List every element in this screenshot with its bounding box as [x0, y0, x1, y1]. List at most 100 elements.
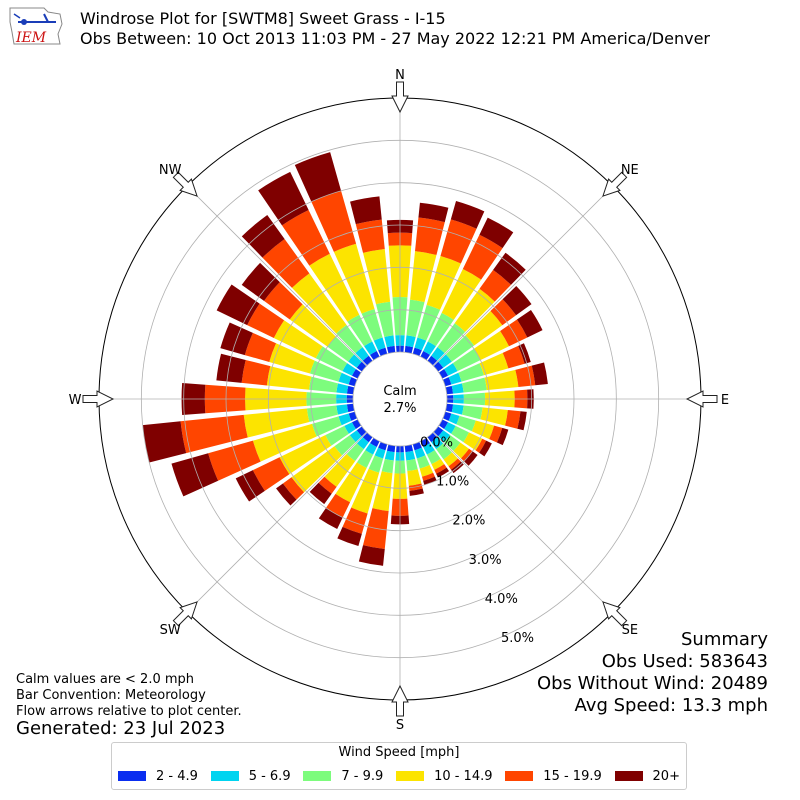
legend-label: 7 - 9.9 — [341, 768, 384, 784]
wind-bar-segment — [180, 414, 248, 454]
wind-bar-segment — [252, 457, 290, 491]
wind-bar-segment — [378, 441, 388, 451]
legend-swatch — [396, 771, 425, 781]
wind-bar-segment — [479, 217, 514, 249]
wind-bar-segment — [423, 341, 436, 355]
wind-bar-segment — [405, 450, 416, 461]
wind-bar-segment — [384, 335, 395, 348]
wind-bar-segment — [358, 545, 385, 566]
wind-bar-segment — [235, 470, 265, 502]
wind-bar-segment — [266, 366, 312, 390]
radial-tick-label: 0.0% — [420, 435, 453, 450]
wind-bar-segment — [473, 330, 510, 361]
wind-bar-segment — [484, 369, 519, 391]
wind-bar-segment — [423, 476, 437, 485]
wind-bar-segment — [442, 411, 452, 421]
wind-bar-segment — [412, 347, 422, 357]
wind-bar-segment — [252, 423, 317, 462]
wind-bar-segment — [431, 458, 445, 470]
radial-tick-label: 3.0% — [469, 553, 502, 568]
wind-bar-segment — [336, 383, 349, 394]
direction-label: SW — [160, 623, 181, 638]
wind-bar-segment — [479, 269, 511, 302]
wind-bar-segment — [378, 347, 388, 357]
wind-bar-segment — [502, 285, 532, 316]
summary-title: Summary — [681, 629, 768, 650]
wind-bar-segment — [406, 299, 425, 338]
wind-bar-segment — [372, 471, 393, 512]
wind-bar-segment — [362, 432, 373, 443]
wind-bar-segment — [450, 201, 485, 229]
wind-bar-segment — [445, 385, 454, 395]
wind-bar-segment — [356, 437, 369, 450]
wind-bar-segment — [334, 435, 356, 456]
wind-bar-segment — [448, 372, 462, 385]
wind-bar-segment — [454, 288, 495, 332]
flow-arrow-icon — [172, 601, 198, 627]
wind-bar-segment — [461, 405, 483, 420]
wind-bar-segment — [475, 438, 487, 453]
wind-bar-segment — [312, 416, 342, 437]
direction-label: W — [69, 393, 82, 408]
wind-bar-segment — [269, 343, 315, 374]
generated-date: Generated: 23 Jul 2023 — [16, 718, 226, 739]
wind-speed-legend: Wind Speed [mph] 2 - 4.9 5 - 6.9 7 - 9.9… — [111, 742, 687, 790]
radial-tick-label: 1.0% — [436, 475, 469, 490]
wind-bar-segment — [436, 443, 452, 460]
direction-label: NE — [621, 163, 639, 178]
wind-bar-segment — [490, 299, 517, 326]
wind-bar-segment — [471, 420, 495, 440]
legend-item: 5 - 6.9 — [210, 768, 291, 784]
wind-bar-segment — [479, 440, 492, 457]
wind-bar-segment — [422, 472, 435, 481]
wind-bar-segment — [247, 303, 285, 339]
wind-bar-segment — [531, 362, 548, 386]
wind-bar-segment — [442, 377, 452, 387]
wind-bar-segment — [505, 409, 521, 429]
wind-bar-segment — [427, 432, 438, 443]
wind-bar-segment — [433, 426, 444, 437]
legend-swatch — [505, 771, 534, 781]
wind-bar-segment — [461, 377, 487, 393]
wind-bar-segment — [448, 458, 461, 470]
wind-bar-segment — [281, 209, 330, 266]
legend-item: 15 - 19.9 — [505, 769, 602, 784]
wind-bar-segment — [415, 217, 445, 255]
wind-bar-segment — [453, 442, 470, 459]
legend-label: 5 - 6.9 — [248, 768, 291, 784]
wind-bar-segment — [451, 404, 464, 415]
wind-bar-segment — [440, 219, 477, 264]
wind-bar-segment — [318, 476, 337, 494]
wind-bar-segment — [306, 405, 339, 422]
direction-label: E — [721, 393, 729, 408]
wind-bar-segment — [351, 468, 380, 514]
wind-bar-segment — [342, 507, 368, 534]
wind-bar-segment — [373, 337, 386, 351]
wind-bar-segment — [515, 365, 536, 387]
wind-bar-segment — [463, 432, 483, 451]
wind-bar-segment — [327, 336, 355, 362]
wind-bar-segment — [438, 354, 452, 368]
wind-bar-segment — [418, 202, 449, 223]
legend-swatch — [303, 771, 332, 781]
wind-bar-segment — [335, 462, 367, 503]
wind-bar-segment — [517, 411, 527, 431]
wind-bar-segment — [417, 304, 441, 341]
wind-bar-segment — [363, 249, 391, 305]
wind-bar-segment — [445, 335, 475, 362]
wind-bar-segment — [444, 363, 458, 376]
flow-arrow-icon — [172, 171, 198, 197]
wind-bar-segment — [362, 355, 373, 366]
legend-label: 2 - 4.9 — [156, 768, 198, 784]
wind-bar-segment — [262, 238, 310, 288]
wind-bar-segment — [456, 415, 476, 432]
wind-bar-segment — [364, 341, 377, 355]
windrose-plot: Calm 2.7% 0.0% 1.0% 2.0% 3.0% 4.0% 5.0% N NE E SE S S… — [69, 68, 730, 733]
grid-spoke — [186, 185, 368, 367]
wind-bar-segment — [318, 507, 343, 529]
flow-arrow-icon — [685, 390, 718, 408]
bar-convention-note: Bar Convention: Meteorology — [16, 688, 206, 703]
wind-bar-segment — [458, 363, 484, 382]
wind-bar-segment — [336, 404, 349, 415]
wind-bar-segment — [412, 441, 422, 451]
